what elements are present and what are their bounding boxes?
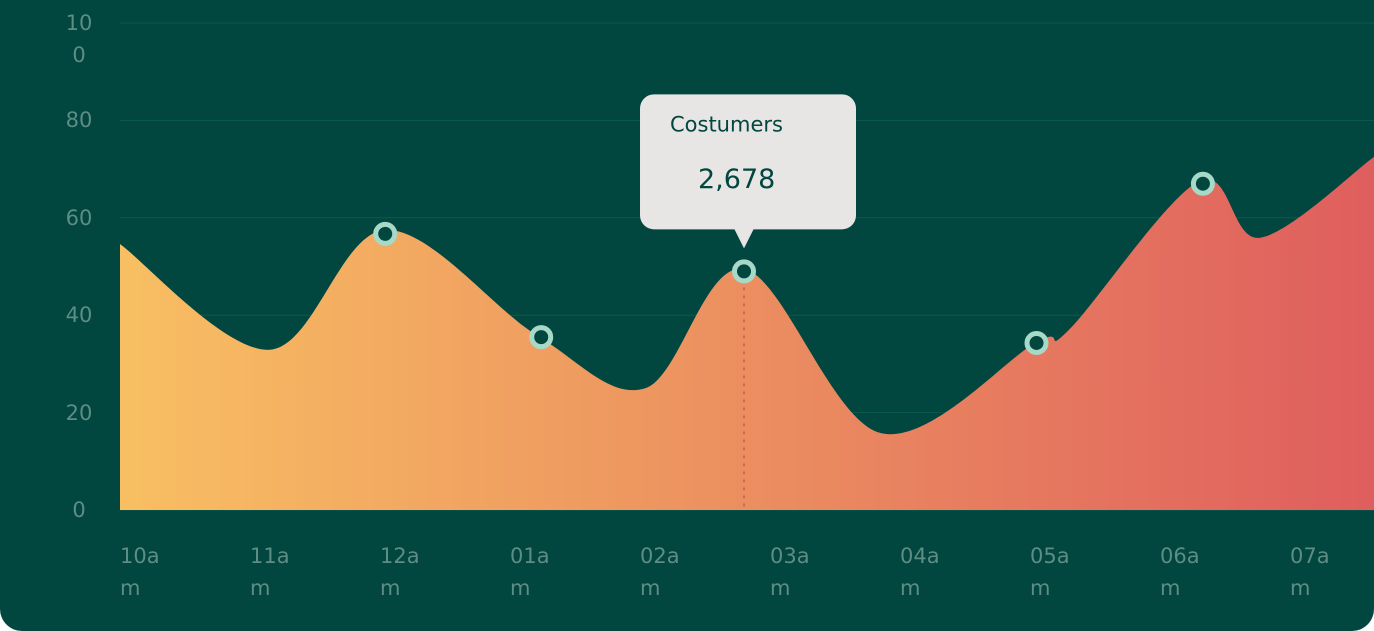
marker [373, 221, 398, 246]
y-tick-label: 0 [72, 498, 86, 522]
y-tick-label: 20 [65, 400, 93, 425]
y-tick-label: 80 [65, 108, 93, 133]
marker [529, 325, 554, 350]
x-tick-label: 01am [510, 544, 550, 600]
x-tick-label: 02am [640, 544, 680, 600]
x-tick-label: 04am [900, 544, 940, 600]
x-tick-label: 07am [1290, 544, 1330, 600]
x-tick-label: 12am [380, 544, 420, 600]
x-tick-label: 05am [1030, 544, 1070, 600]
area [120, 156, 1374, 511]
tooltip: Costumers 2,678 [640, 94, 857, 249]
y-tick-label: 60 [65, 205, 93, 230]
marker [1190, 171, 1215, 196]
x-tick-label: 10am [120, 544, 160, 600]
tooltip-title: Costumers [670, 112, 783, 136]
tooltip-value: 2,678 [698, 164, 775, 195]
y-tick-label: 100 [65, 11, 93, 67]
tooltip-pointer [734, 228, 755, 249]
x-tick-label: 11am [250, 544, 290, 600]
marker [732, 259, 757, 284]
y-tick-label: 40 [65, 303, 93, 328]
tooltip-box [640, 94, 857, 230]
marker [1024, 330, 1049, 355]
x-tick-label: 06am [1160, 544, 1200, 600]
x-tick-label: 03am [770, 544, 810, 600]
